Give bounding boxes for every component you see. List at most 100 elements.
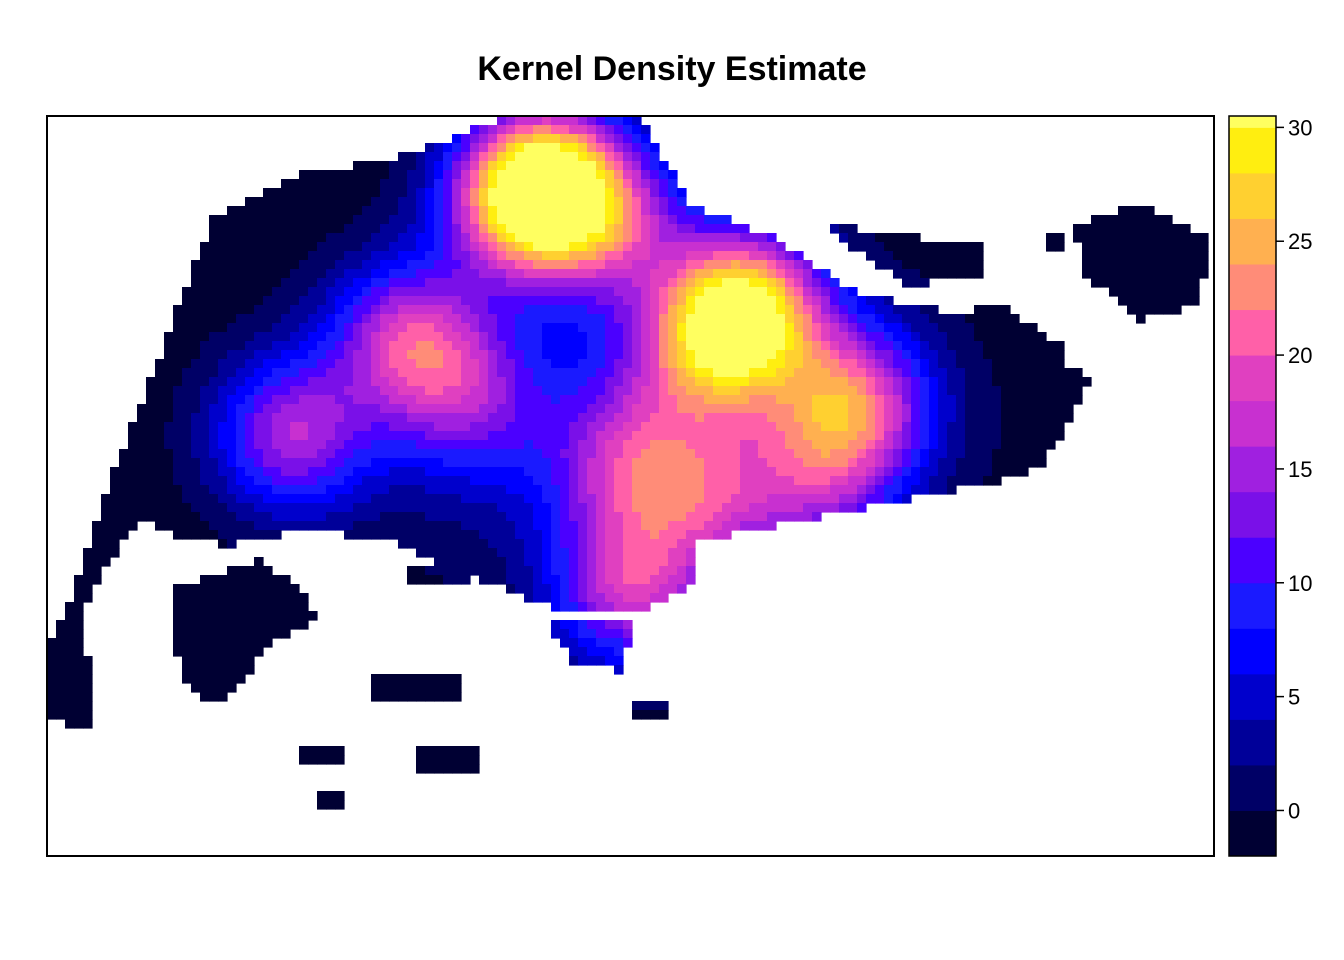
raster-cell bbox=[848, 422, 858, 432]
raster-cell bbox=[362, 341, 372, 351]
raster-cell bbox=[461, 260, 471, 270]
raster-cell bbox=[362, 377, 372, 387]
raster-cell bbox=[218, 638, 228, 648]
raster-cell bbox=[641, 224, 651, 234]
raster-cell bbox=[515, 116, 525, 126]
raster-cell bbox=[335, 386, 345, 396]
raster-cell bbox=[542, 215, 552, 225]
raster-cell bbox=[641, 476, 651, 486]
raster-cell bbox=[569, 638, 579, 648]
raster-cell bbox=[893, 431, 903, 441]
raster-cell bbox=[515, 305, 525, 315]
raster-cell bbox=[200, 611, 210, 621]
raster-cell bbox=[182, 449, 192, 459]
raster-cell bbox=[497, 557, 507, 567]
raster-cell bbox=[632, 575, 642, 585]
raster-cell bbox=[317, 323, 327, 333]
raster-cell bbox=[740, 350, 750, 360]
raster-cell bbox=[650, 260, 660, 270]
raster-cell bbox=[209, 395, 219, 405]
raster-cell bbox=[200, 521, 210, 531]
raster-cell bbox=[533, 467, 543, 477]
raster-cell bbox=[218, 674, 228, 684]
raster-cell bbox=[569, 179, 579, 189]
raster-cell bbox=[1010, 341, 1020, 351]
raster-cell bbox=[119, 449, 129, 459]
raster-cell bbox=[236, 314, 246, 324]
raster-cell bbox=[749, 413, 759, 423]
raster-cell bbox=[677, 431, 687, 441]
raster-cell bbox=[821, 386, 831, 396]
raster-cell bbox=[227, 512, 237, 522]
raster-cell bbox=[587, 647, 597, 657]
raster-cell bbox=[587, 422, 597, 432]
raster-cell bbox=[200, 431, 210, 441]
raster-cell bbox=[929, 485, 939, 495]
raster-cell bbox=[713, 530, 723, 540]
raster-cell bbox=[605, 638, 615, 648]
raster-cell bbox=[344, 530, 354, 540]
raster-cell bbox=[398, 224, 408, 234]
raster-cell bbox=[947, 485, 957, 495]
raster-cell bbox=[506, 359, 516, 369]
raster-cell bbox=[650, 332, 660, 342]
raster-cell bbox=[686, 377, 696, 387]
raster-cell bbox=[776, 485, 786, 495]
raster-cell bbox=[605, 548, 615, 558]
raster-cell bbox=[641, 215, 651, 225]
raster-cell bbox=[308, 422, 318, 432]
raster-cell bbox=[740, 368, 750, 378]
raster-cell bbox=[380, 476, 390, 486]
raster-cell bbox=[164, 332, 174, 342]
raster-cell bbox=[164, 521, 174, 531]
raster-cell bbox=[218, 539, 228, 549]
raster-cell bbox=[884, 242, 894, 252]
raster-cell bbox=[452, 134, 462, 144]
raster-cell bbox=[1163, 287, 1173, 297]
raster-cell bbox=[461, 152, 471, 162]
raster-cell bbox=[398, 197, 408, 207]
raster-cell bbox=[335, 422, 345, 432]
raster-cell bbox=[236, 467, 246, 477]
raster-cell bbox=[443, 503, 453, 513]
raster-cell bbox=[443, 386, 453, 396]
raster-cell bbox=[533, 530, 543, 540]
raster-cell bbox=[839, 485, 849, 495]
raster-cell bbox=[434, 449, 444, 459]
raster-cell bbox=[875, 323, 885, 333]
raster-cell bbox=[695, 494, 705, 504]
raster-cell bbox=[875, 242, 885, 252]
raster-cell bbox=[83, 656, 93, 666]
raster-cell bbox=[1055, 233, 1065, 243]
raster-cell bbox=[398, 395, 408, 405]
raster-cell bbox=[452, 305, 462, 315]
raster-cell bbox=[758, 440, 768, 450]
raster-cell bbox=[497, 233, 507, 243]
raster-cell bbox=[614, 548, 624, 558]
raster-cell bbox=[587, 575, 597, 585]
raster-cell bbox=[398, 278, 408, 288]
raster-cell bbox=[983, 404, 993, 414]
raster-cell bbox=[974, 260, 984, 270]
raster-cell bbox=[209, 611, 219, 621]
raster-cell bbox=[506, 332, 516, 342]
raster-cell bbox=[776, 467, 786, 477]
raster-cell bbox=[794, 467, 804, 477]
raster-cell bbox=[470, 512, 480, 522]
raster-cell bbox=[1109, 269, 1119, 279]
raster-cell bbox=[623, 152, 633, 162]
raster-cell bbox=[434, 422, 444, 432]
raster-cell bbox=[245, 224, 255, 234]
raster-cell bbox=[173, 341, 183, 351]
raster-cell bbox=[173, 521, 183, 531]
raster-cell bbox=[245, 566, 255, 576]
raster-cell bbox=[173, 620, 183, 630]
raster-cell bbox=[452, 161, 462, 171]
raster-cell bbox=[425, 575, 435, 585]
raster-cell bbox=[488, 467, 498, 477]
raster-cell bbox=[524, 593, 534, 603]
raster-cell bbox=[740, 278, 750, 288]
raster-cell bbox=[470, 260, 480, 270]
raster-cell bbox=[929, 377, 939, 387]
raster-cell bbox=[641, 566, 651, 576]
